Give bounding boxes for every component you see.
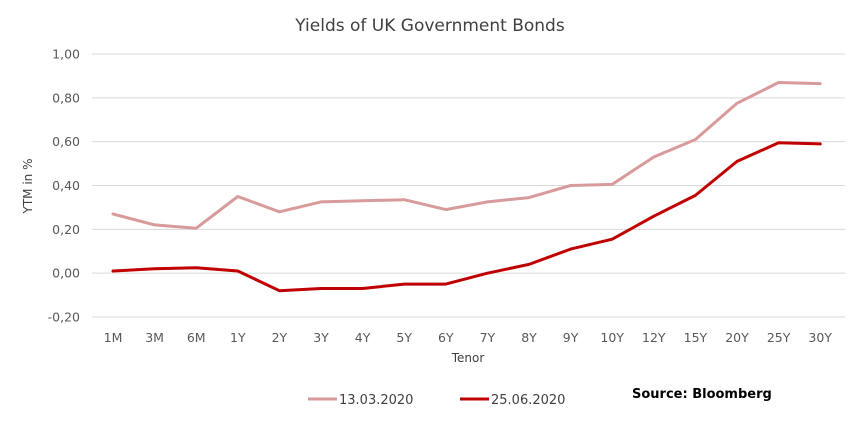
data-point xyxy=(153,267,156,270)
data-point xyxy=(819,142,822,146)
data-point xyxy=(361,287,364,290)
series-line-2 xyxy=(111,141,822,293)
x-tick-label: 15Y xyxy=(684,330,708,345)
data-point xyxy=(694,194,697,197)
data-point xyxy=(569,184,572,187)
x-tick-label: 10Y xyxy=(600,330,624,345)
x-tick-label: 30Y xyxy=(808,330,832,345)
data-point xyxy=(694,138,697,141)
data-point xyxy=(111,269,115,273)
data-point xyxy=(278,289,281,292)
y-axis-label: YTM in % xyxy=(21,159,35,215)
x-tick-label: 7Y xyxy=(480,330,496,345)
data-point xyxy=(361,199,364,203)
data-point xyxy=(527,196,531,199)
y-tick-label: 0,00 xyxy=(52,266,80,281)
data-point xyxy=(569,247,572,251)
data-point xyxy=(111,212,115,216)
data-point xyxy=(611,237,614,241)
series-lines xyxy=(111,81,822,293)
data-point xyxy=(319,287,323,290)
data-point xyxy=(319,200,323,204)
y-tick-label: 1,00 xyxy=(52,47,80,62)
legend-label: 13.03.2020 xyxy=(339,393,413,408)
data-point xyxy=(777,81,780,84)
data-point xyxy=(486,271,489,275)
x-tick-label: 1Y xyxy=(230,330,246,345)
x-axis-ticks: 1M 3M 6M 1Y 2Y 3Y 4Y 5Y 6Y 7Y 8Y 9Y 10Y 12Y 15Y 20Y 25Y 3… xyxy=(104,330,833,345)
data-point xyxy=(236,195,239,198)
x-tick-label: 6M xyxy=(187,330,206,345)
series-line-1 xyxy=(111,81,822,230)
y-axis-ticks: -0,20 0,00 0,20 0,40 0,60 0,80 1,00 xyxy=(48,47,80,325)
legend-label: 25.06.2020 xyxy=(491,393,565,408)
data-point xyxy=(236,269,239,273)
chart-title: Yields of UK Government Bonds xyxy=(294,16,565,36)
data-point xyxy=(486,200,489,204)
data-point xyxy=(153,223,156,227)
x-tick-label: 1M xyxy=(104,330,123,345)
x-tick-label: 8Y xyxy=(521,330,537,345)
gridlines xyxy=(92,53,845,318)
y-tick-label: 0,20 xyxy=(52,222,80,237)
data-point xyxy=(195,227,198,230)
x-tick-label: 6Y xyxy=(438,330,454,345)
legend: 13.03.2020 25.06.2020 xyxy=(308,393,565,408)
x-tick-label: 20Y xyxy=(725,330,749,345)
data-point xyxy=(735,160,739,163)
data-point xyxy=(195,266,198,269)
x-tick-label: 3Y xyxy=(313,330,329,345)
x-tick-label: 4Y xyxy=(355,330,371,345)
y-tick-label: 0,60 xyxy=(52,134,80,149)
x-tick-label: 2Y xyxy=(272,330,288,345)
x-tick-label: 5Y xyxy=(396,330,412,345)
data-point xyxy=(777,141,780,144)
x-tick-label: 3M xyxy=(145,330,164,345)
data-point xyxy=(278,210,281,213)
data-point xyxy=(652,214,655,218)
data-point xyxy=(527,263,531,266)
x-tick-label: 9Y xyxy=(563,330,579,345)
x-tick-label: 25Y xyxy=(767,330,791,345)
data-point xyxy=(652,155,655,159)
y-tick-label: -0,20 xyxy=(48,310,80,325)
data-point xyxy=(735,102,739,105)
source-annotation: Source: Bloomberg xyxy=(632,387,772,402)
data-point xyxy=(403,198,406,201)
data-point xyxy=(403,282,406,286)
y-tick-label: 0,80 xyxy=(52,90,80,105)
y-tick-label: 0,40 xyxy=(52,178,80,193)
x-axis-label: Tenor xyxy=(451,351,485,365)
data-point xyxy=(611,183,614,186)
data-point xyxy=(444,282,447,286)
data-point xyxy=(444,208,447,211)
x-tick-label: 12Y xyxy=(642,330,666,345)
data-point xyxy=(819,82,822,85)
